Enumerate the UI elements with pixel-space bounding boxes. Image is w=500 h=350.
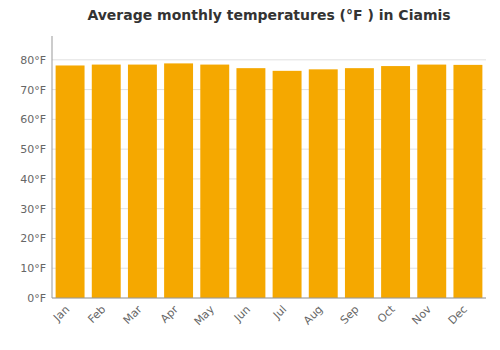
y-tick-label: 0°F: [27, 292, 46, 305]
x-tick-label: Sep: [338, 303, 362, 327]
bar: [381, 66, 410, 298]
y-tick-label: 20°F: [20, 232, 46, 245]
bar: [345, 68, 374, 298]
bars: [56, 63, 483, 298]
x-tick-label: Mar: [121, 303, 145, 327]
y-tick-label: 40°F: [20, 173, 46, 186]
x-tick-label: Oct: [375, 302, 398, 325]
y-tick-label: 70°F: [20, 84, 46, 97]
x-axis-line: [52, 298, 486, 299]
bar: [164, 63, 193, 298]
bar: [92, 65, 121, 298]
grid: [52, 60, 486, 298]
bar: [273, 71, 302, 298]
bar: [56, 65, 85, 298]
x-tick-label: May: [192, 303, 218, 329]
chart: Average monthly temperatures (°F ) in Ci…: [0, 0, 500, 350]
x-tick-label: Nov: [409, 303, 434, 328]
y-axis-line: [52, 36, 53, 298]
x-tick-label: Apr: [158, 303, 181, 326]
x-tick-label: Jan: [50, 303, 72, 325]
title: Average monthly temperatures (°F ) in Ci…: [87, 7, 450, 23]
bar: [200, 65, 229, 298]
y-tick-label: 30°F: [20, 203, 46, 216]
x-tick-label: Feb: [85, 303, 108, 326]
y-tick-label: 80°F: [20, 54, 46, 67]
bar: [417, 65, 446, 298]
bar: [128, 65, 157, 298]
y-tick-label: 10°F: [20, 262, 46, 275]
y-tick-label: 60°F: [20, 113, 46, 126]
bar: [453, 65, 482, 298]
bar: [309, 69, 338, 298]
x-tick-label: Jul: [270, 303, 289, 322]
y-tick-label: 50°F: [20, 143, 46, 156]
x-tick-label: Dec: [446, 303, 470, 327]
x-tick-label: Aug: [301, 303, 325, 327]
bar: [236, 68, 265, 298]
grid-line: [52, 298, 486, 299]
x-tick-label: Jun: [231, 303, 253, 325]
grid-line: [52, 59, 486, 60]
